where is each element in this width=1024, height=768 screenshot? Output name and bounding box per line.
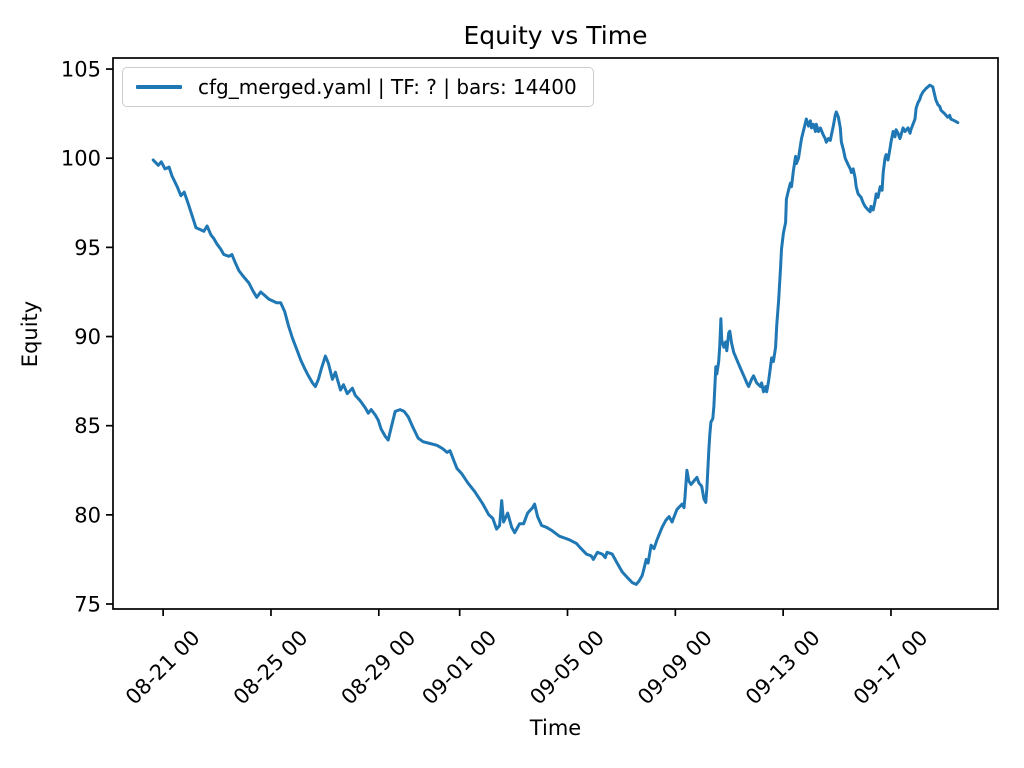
x-tick-label: 08-25 00 bbox=[229, 626, 313, 710]
legend-line-swatch bbox=[136, 85, 182, 89]
y-tick-label: 100 bbox=[61, 147, 101, 171]
x-tick-label: 09-09 00 bbox=[633, 626, 717, 710]
legend-label: cfg_merged.yaml | TF: ? | bars: 14400 bbox=[198, 75, 577, 99]
equity-line bbox=[151, 83, 960, 586]
plot-frame bbox=[112, 57, 999, 610]
x-tick-label: 09-17 00 bbox=[849, 626, 933, 710]
legend: cfg_merged.yaml | TF: ? | bars: 14400 bbox=[122, 67, 594, 107]
x-tick-label: 09-01 00 bbox=[417, 626, 501, 710]
y-tick-label: 95 bbox=[74, 236, 101, 260]
x-tick-label: 08-21 00 bbox=[121, 626, 205, 710]
y-tick-label: 105 bbox=[61, 58, 101, 82]
x-tick-label: 09-05 00 bbox=[525, 626, 609, 710]
y-tick-label: 85 bbox=[74, 414, 101, 438]
y-tick-label: 75 bbox=[74, 593, 101, 617]
y-tick-label: 90 bbox=[74, 325, 101, 349]
x-axis-label: Time bbox=[529, 716, 582, 740]
y-tick-label: 80 bbox=[74, 503, 101, 527]
chart-title: Equity vs Time bbox=[463, 21, 648, 50]
x-tick-label: 08-29 00 bbox=[337, 626, 421, 710]
x-tick-label: 09-13 00 bbox=[741, 626, 825, 710]
